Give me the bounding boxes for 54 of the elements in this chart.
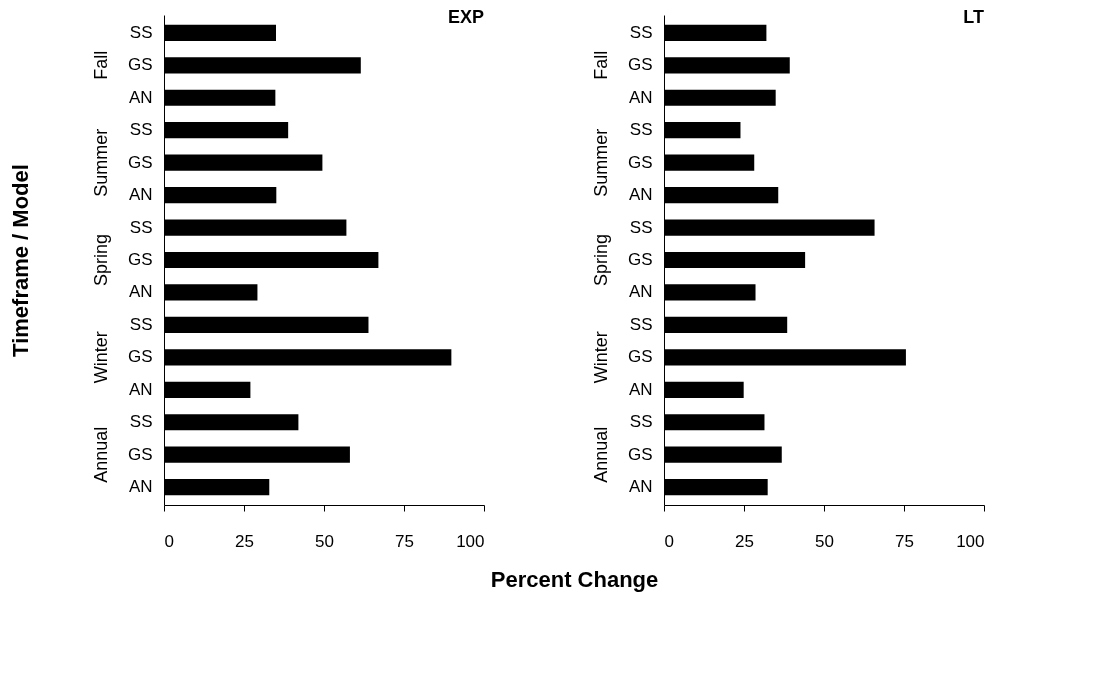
x-tick-label: 25 <box>735 531 754 551</box>
x-tick-label: 50 <box>315 531 334 551</box>
y-tick-label: AN <box>628 379 653 399</box>
text: Fall <box>591 50 611 80</box>
text: Winter <box>91 331 111 384</box>
x-tick-label: 0 <box>664 531 674 551</box>
y-tick-label: SS <box>629 412 653 432</box>
y-tick-label: GS <box>627 152 653 172</box>
x-tick-label: 75 <box>895 531 914 551</box>
x-tick-label: 100 <box>456 531 485 551</box>
y-tick-label: GS <box>627 444 653 464</box>
y-tick-label: SS <box>629 217 653 237</box>
y-tick-label: SS <box>129 412 153 432</box>
x-axis-title: Percent Change <box>490 566 659 592</box>
y-tick-label: SS <box>129 120 153 140</box>
text: Annual <box>591 426 611 483</box>
y-tick-label: SS <box>629 120 653 140</box>
y-tick-label: AN <box>128 87 153 107</box>
y-tick-label: AN <box>628 282 653 302</box>
chart-title: LT <box>963 7 984 27</box>
y-tick-label: AN <box>128 379 153 399</box>
y-tick-label: SS <box>129 22 153 42</box>
text: Winter <box>591 331 611 384</box>
x-tick-label: 75 <box>395 531 414 551</box>
y-tick-label: AN <box>628 185 653 205</box>
text: Summer <box>591 128 611 197</box>
x-tick-label: 100 <box>956 531 985 551</box>
y-tick-label: SS <box>129 314 153 334</box>
y-tick-label: AN <box>128 282 153 302</box>
y-tick-label: SS <box>629 314 653 334</box>
text: Spring <box>91 233 111 287</box>
y-tick-label: GS <box>127 250 153 269</box>
y-tick-label: GS <box>127 444 153 464</box>
text: Annual <box>91 426 111 483</box>
y-tick-label: AN <box>128 477 153 497</box>
text: Summer <box>91 128 111 197</box>
chart-title: EXP <box>447 7 484 27</box>
y-tick-label: GS <box>627 250 653 269</box>
y-tick-label: GS <box>627 347 653 367</box>
y-tick-label: GS <box>127 347 153 367</box>
y-tick-label: AN <box>628 477 653 497</box>
y-tick-label: SS <box>129 217 153 237</box>
x-tick-label: 0 <box>164 531 174 551</box>
y-tick-label: GS <box>127 55 153 75</box>
y-tick-label: GS <box>627 55 653 75</box>
x-tick-label: 25 <box>235 531 254 551</box>
y-tick-label: GS <box>127 152 153 172</box>
text: Spring <box>591 233 611 287</box>
y-tick-label: AN <box>128 185 153 205</box>
y-tick-label: AN <box>628 87 653 107</box>
y-axis-title: Timeframe / Model <box>7 164 33 357</box>
text: Fall <box>91 50 111 80</box>
y-tick-label: SS <box>629 22 653 42</box>
x-tick-label: 50 <box>815 531 834 551</box>
